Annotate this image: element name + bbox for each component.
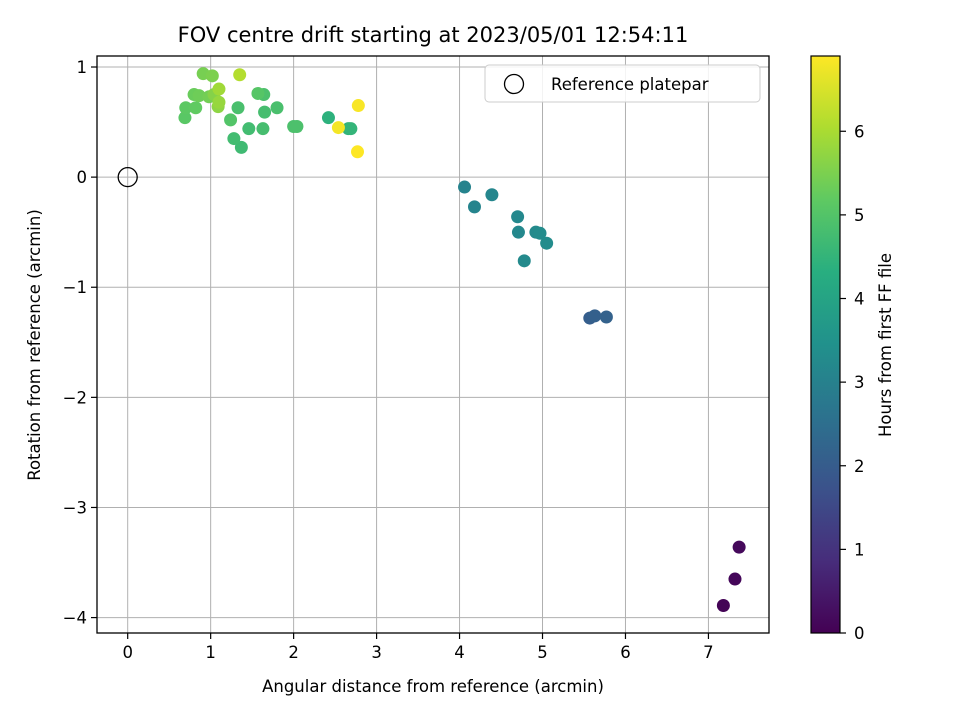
data-point bbox=[270, 101, 284, 115]
data-point bbox=[351, 99, 365, 113]
x-axis-label: Angular distance from reference (arcmin) bbox=[262, 677, 604, 696]
reference-platepar-marker bbox=[117, 166, 138, 188]
y-tick-label: −4 bbox=[63, 609, 87, 628]
legend-box bbox=[484, 64, 761, 103]
data-point bbox=[588, 309, 602, 323]
data-point bbox=[290, 119, 304, 133]
data-point bbox=[716, 598, 730, 612]
y-tick-label: 0 bbox=[77, 168, 88, 187]
legend-marker-reference bbox=[503, 73, 525, 95]
y-tick-label: −2 bbox=[63, 388, 87, 407]
data-point bbox=[540, 236, 554, 250]
data-point bbox=[511, 210, 525, 224]
data-point bbox=[205, 69, 219, 83]
data-point bbox=[728, 572, 742, 586]
colorbar-tick-label: 0 bbox=[854, 624, 865, 643]
colorbar-tick-label: 1 bbox=[854, 540, 865, 559]
data-point bbox=[242, 122, 256, 136]
data-point bbox=[732, 540, 746, 554]
x-tick-label: 5 bbox=[537, 643, 548, 662]
data-point bbox=[517, 254, 531, 268]
colorbar-tick-label: 5 bbox=[854, 206, 865, 225]
data-point bbox=[599, 310, 613, 324]
data-point bbox=[258, 105, 272, 119]
data-point bbox=[231, 101, 245, 115]
y-axis-ticks: −4 −3 −2 −1 0 1 bbox=[63, 58, 97, 628]
data-point bbox=[189, 101, 203, 115]
y-tick-label: −1 bbox=[63, 278, 87, 297]
data-point bbox=[256, 122, 270, 136]
colorbar-tick-label: 3 bbox=[854, 373, 865, 392]
data-point bbox=[233, 68, 247, 82]
data-point bbox=[511, 225, 525, 239]
data-point bbox=[485, 188, 499, 202]
x-tick-label: 6 bbox=[620, 643, 631, 662]
colorbar-label: Hours from first FF file bbox=[876, 253, 895, 437]
data-point bbox=[321, 111, 335, 125]
data-point bbox=[467, 200, 481, 214]
data-point bbox=[344, 122, 358, 136]
colorbar-gradient bbox=[810, 55, 841, 634]
y-tick-label: −3 bbox=[63, 498, 87, 517]
data-point bbox=[331, 121, 345, 135]
data-point bbox=[458, 180, 472, 194]
data-point bbox=[178, 111, 192, 125]
grid-lines bbox=[97, 56, 769, 633]
x-tick-label: 0 bbox=[122, 643, 133, 662]
data-point bbox=[179, 101, 193, 115]
data-point bbox=[212, 82, 226, 96]
data-point bbox=[192, 89, 206, 103]
x-tick-label: 3 bbox=[371, 643, 382, 662]
x-tick-label: 1 bbox=[205, 643, 216, 662]
x-axis-ticks: 0 1 2 3 4 5 6 7 bbox=[122, 633, 714, 662]
data-points bbox=[117, 67, 746, 612]
x-tick-label: 2 bbox=[288, 643, 299, 662]
data-point bbox=[251, 86, 265, 100]
colorbar: 0 1 2 3 4 5 6 Hours from first FF file bbox=[810, 55, 895, 643]
plot-frame bbox=[96, 55, 770, 634]
data-point bbox=[212, 95, 226, 109]
legend-entry-reference: Reference platepar bbox=[551, 75, 709, 94]
chart-title: FOV centre drift starting at 2023/05/01 … bbox=[178, 23, 689, 47]
legend: Reference platepar bbox=[484, 64, 761, 103]
colorbar-tick-label: 2 bbox=[854, 457, 865, 476]
data-point bbox=[224, 113, 238, 127]
colorbar-tick-label: 6 bbox=[854, 122, 865, 141]
y-tick-label: 1 bbox=[77, 58, 88, 77]
y-axis-label: Rotation from reference (arcmin) bbox=[25, 209, 44, 481]
colorbar-ticks: 0 1 2 3 4 5 6 bbox=[840, 122, 865, 643]
data-point bbox=[234, 140, 248, 154]
x-tick-label: 4 bbox=[454, 643, 465, 662]
colorbar-tick-label: 4 bbox=[854, 290, 865, 309]
data-point bbox=[351, 145, 365, 159]
data-point bbox=[227, 132, 241, 146]
data-point bbox=[533, 226, 547, 240]
x-tick-label: 7 bbox=[703, 643, 714, 662]
